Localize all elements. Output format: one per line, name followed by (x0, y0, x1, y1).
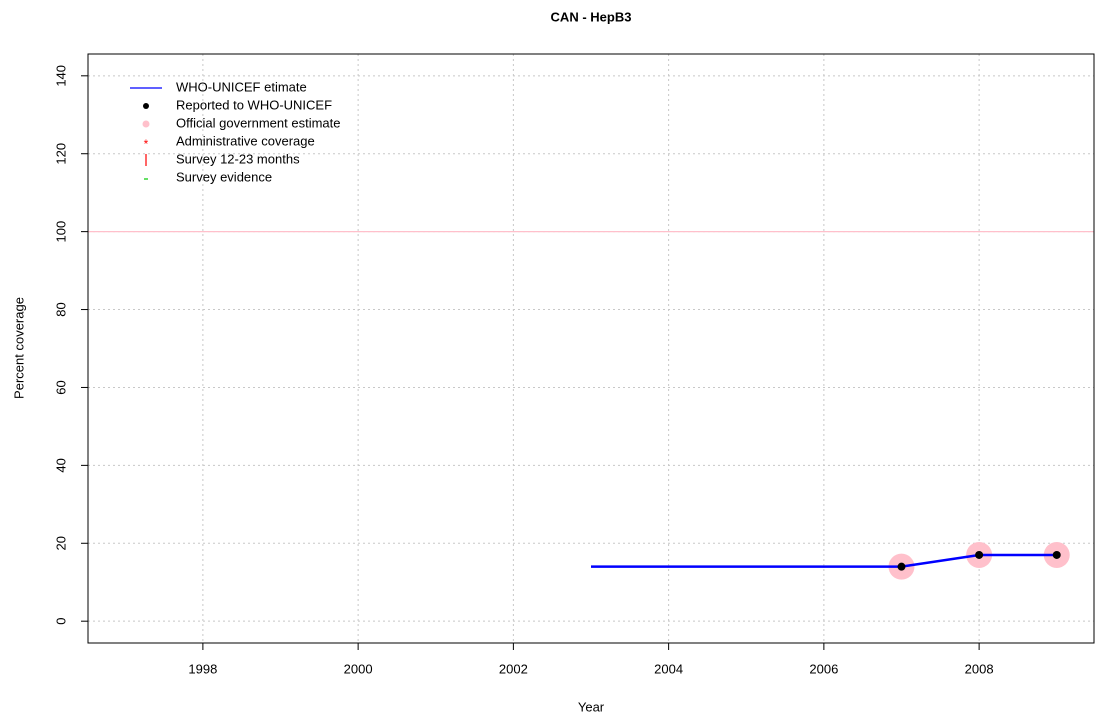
y-axis-label: Percent coverage (11, 297, 26, 399)
legend-key (143, 103, 149, 109)
plot-frame (87, 53, 1095, 644)
x-axis-label: Year (578, 699, 605, 714)
y-tick-label: 40 (53, 458, 68, 472)
x-tick-label: 1998 (188, 661, 217, 676)
legend-key (142, 120, 150, 128)
y-tick-label: 80 (53, 302, 68, 316)
legend-label: Reported to WHO-UNICEF (176, 97, 332, 112)
reported-point (897, 562, 906, 571)
x-tick-label: 2000 (344, 661, 373, 676)
legend-label: Official government estimate (176, 115, 341, 130)
y-tick-label: 120 (53, 143, 68, 165)
reported-point (975, 550, 984, 559)
reported-point (1052, 550, 1061, 559)
y-tick-label: 100 (53, 221, 68, 243)
x-tick-label: 2008 (965, 661, 994, 676)
chart-title: CAN - HepB3 (551, 9, 632, 24)
y-tick-label: 60 (53, 380, 68, 394)
legend-key: * (144, 137, 149, 151)
y-tick-label: 140 (53, 65, 68, 87)
x-tick-label: 2002 (499, 661, 528, 676)
legend-label: WHO-UNICEF etimate (176, 79, 307, 94)
y-tick-label: 20 (53, 536, 68, 550)
x-tick-label: 2006 (809, 661, 838, 676)
y-tick-label: 0 (53, 618, 68, 625)
legend-label: Survey 12-23 months (176, 151, 300, 166)
x-tick-label: 2004 (654, 661, 683, 676)
legend-label: Survey evidence (176, 169, 272, 184)
legend-label: Administrative coverage (176, 133, 315, 148)
